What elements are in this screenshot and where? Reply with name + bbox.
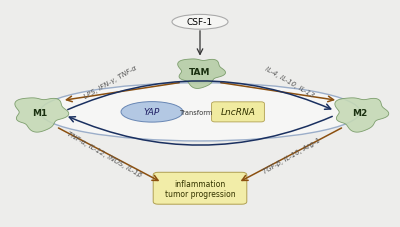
Text: YAP: YAP: [144, 108, 160, 117]
Text: LPS, IFN-γ, TNF-α: LPS, IFN-γ, TNF-α: [82, 64, 138, 99]
Text: IL-4, IL-10, IL-13: IL-4, IL-10, IL-13: [264, 65, 316, 98]
Ellipse shape: [172, 15, 228, 30]
Ellipse shape: [121, 102, 183, 123]
Text: M1: M1: [32, 109, 48, 118]
Text: TGF-β, IL-10, Arg-1: TGF-β, IL-10, Arg-1: [262, 137, 322, 174]
FancyBboxPatch shape: [153, 173, 247, 204]
Text: TAM: TAM: [189, 68, 211, 77]
Text: inflammation
tumor progression: inflammation tumor progression: [165, 179, 235, 198]
Text: LncRNA: LncRNA: [220, 108, 256, 117]
Text: M2: M2: [352, 109, 368, 118]
Text: Transform: Transform: [180, 109, 214, 115]
Polygon shape: [178, 60, 226, 89]
Polygon shape: [15, 99, 69, 133]
Text: CSF-1: CSF-1: [187, 18, 213, 27]
Polygon shape: [335, 99, 389, 133]
Text: TNF-α, IL-12, iNOS, IL-1β: TNF-α, IL-12, iNOS, IL-1β: [66, 131, 143, 178]
Ellipse shape: [40, 84, 360, 141]
FancyBboxPatch shape: [212, 102, 264, 122]
